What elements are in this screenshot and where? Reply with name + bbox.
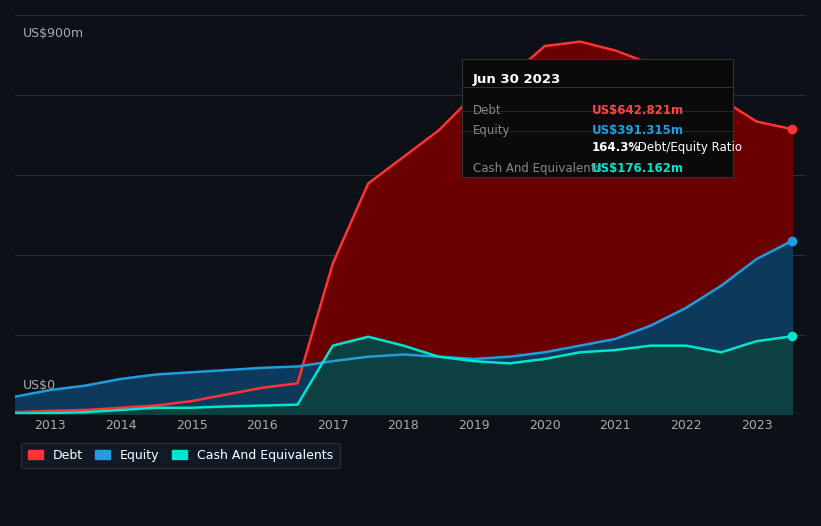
Text: US$0: US$0	[23, 379, 56, 392]
Text: Jun 30 2023: Jun 30 2023	[473, 73, 562, 86]
Text: US$391.315m: US$391.315m	[592, 124, 684, 137]
Text: Debt/Equity Ratio: Debt/Equity Ratio	[634, 141, 742, 154]
Text: Debt: Debt	[473, 104, 502, 117]
Text: US$642.821m: US$642.821m	[592, 104, 684, 117]
Text: Equity: Equity	[473, 124, 511, 137]
Text: 164.3%: 164.3%	[592, 141, 641, 154]
Legend: Debt, Equity, Cash And Equivalents: Debt, Equity, Cash And Equivalents	[21, 442, 340, 468]
Text: US$176.162m: US$176.162m	[592, 163, 684, 176]
Text: US$900m: US$900m	[23, 27, 84, 40]
Text: Cash And Equivalents: Cash And Equivalents	[473, 163, 602, 176]
